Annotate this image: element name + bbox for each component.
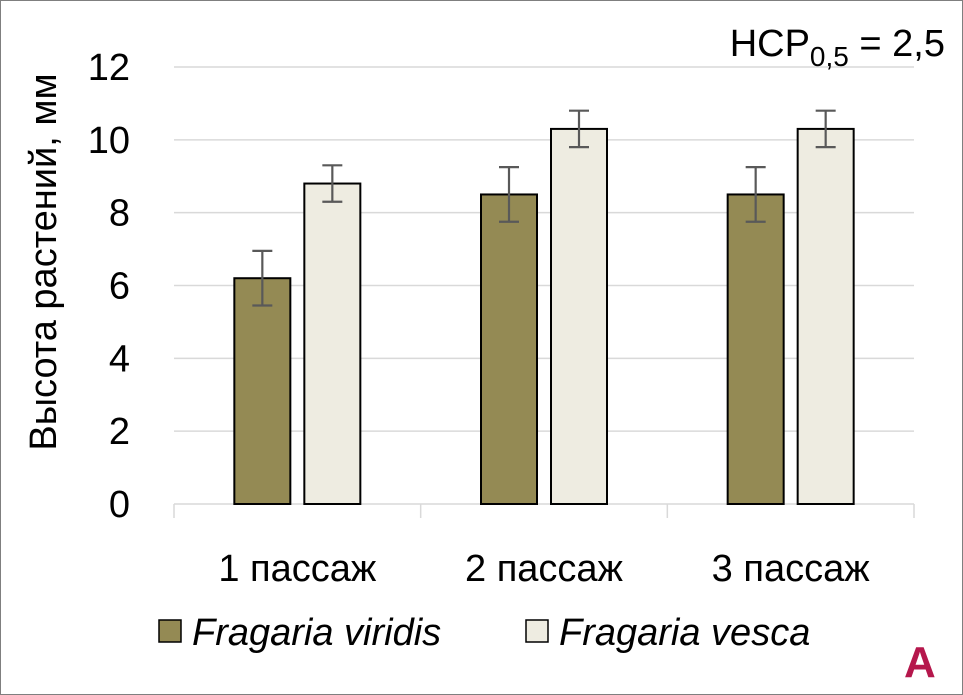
x-axis [173, 503, 915, 518]
bars [233, 109, 855, 506]
error-bar-fragaria-viridis-2 [499, 166, 519, 223]
y-tick-label-4: 4 [109, 338, 130, 380]
bar-fragaria-viridis-3 [726, 193, 785, 505]
bar-fragaria-vesca-1 [303, 182, 362, 506]
bar-fragaria-viridis-1 [233, 277, 292, 506]
y-tick-label-8: 8 [109, 193, 130, 235]
y-tick-label-0: 0 [109, 484, 130, 526]
error-bar-fragaria-vesca-1 [322, 164, 343, 203]
bar-fragaria-viridis-2 [480, 193, 538, 505]
error-bar-fragaria-viridis-3 [745, 166, 766, 223]
lsd-annotation: НСР0,5 = 2,5 [730, 23, 945, 72]
legend-label-fragaria-viridis: Fragaria viridis [192, 612, 441, 654]
y-tick-label-6: 6 [109, 266, 130, 308]
panel-label: А [904, 638, 936, 687]
bar-fragaria-vesca-2 [550, 127, 608, 506]
y-axis-label: Высота растений, мм [23, 73, 65, 450]
bar-fragaria-vesca-3 [796, 127, 855, 506]
y-tick-label-2: 2 [109, 411, 130, 453]
error-bar-fragaria-vesca-3 [815, 109, 836, 149]
error-bar-fragaria-viridis-1 [252, 249, 273, 307]
x-tick-label-1: 1 пассаж [218, 548, 377, 590]
error-bar-fragaria-vesca-2 [569, 109, 589, 149]
lsd-suffix: = 2,5 [849, 23, 945, 65]
lsd-prefix: НСР [730, 23, 810, 65]
y-axis-ticks: 0 2 4 6 8 10 12 [88, 47, 130, 526]
gridlines [174, 66, 914, 432]
lsd-subscript: 0,5 [810, 41, 849, 72]
legend-swatch-fragaria-vesca [525, 619, 549, 643]
x-axis-labels: 1 пассаж 2 пассаж 3 пассаж [218, 548, 870, 590]
legend: Fragaria viridis Fragaria vesca [158, 612, 810, 654]
x-tick-label-2: 2 пассаж [465, 548, 624, 590]
y-tick-label-10: 10 [88, 120, 130, 162]
x-tick-label-3: 3 пассаж [712, 548, 871, 590]
legend-label-fragaria-vesca: Fragaria vesca [559, 612, 810, 654]
y-tick-label-12: 12 [88, 47, 130, 89]
legend-swatch-fragaria-viridis [158, 619, 182, 643]
